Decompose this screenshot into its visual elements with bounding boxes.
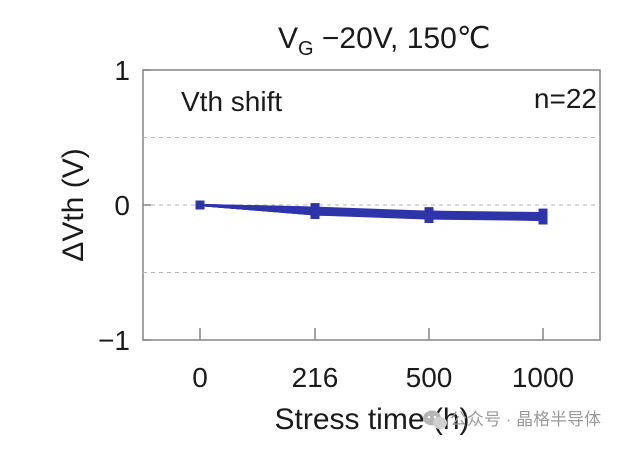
- x-tick-label: 1000: [512, 362, 574, 393]
- marker-layer: [195, 200, 548, 225]
- chart-title-rest: −20V, 150℃: [314, 22, 491, 55]
- watermark-text: 公众号 · 晶格半导体: [450, 410, 601, 429]
- x-tick-label: 500: [406, 362, 453, 393]
- y-tick-label: 0: [114, 190, 130, 221]
- chart-title: VG −20V, 150℃: [278, 22, 490, 60]
- series-line-s22: [199, 203, 544, 221]
- data-point-s22: [424, 211, 434, 221]
- x-tick-labels: 0 216 500 1000: [192, 362, 574, 393]
- annotation-sample-count: n=22: [534, 83, 597, 114]
- data-point-s22: [195, 200, 205, 210]
- data-point-s22: [538, 215, 548, 225]
- series-line-s19: [199, 203, 544, 219]
- chart-title-subscript: G: [298, 38, 314, 60]
- watermark: 公众号 · 晶格半导体: [423, 410, 601, 429]
- data-point-s22: [310, 205, 320, 215]
- y-tick-labels: 1 0 −1: [98, 55, 130, 356]
- y-tick-label: −1: [98, 325, 130, 356]
- series-layer: [199, 203, 544, 221]
- x-tick-label: 216: [292, 362, 339, 393]
- tick-layer: [143, 69, 544, 341]
- chart-title-main: V: [278, 22, 298, 55]
- y-tick-label: 1: [114, 55, 130, 86]
- y-axis-label: ΔVth (V): [57, 148, 90, 261]
- annotation-vth-shift: Vth shift: [181, 86, 282, 117]
- x-tick-label: 0: [192, 362, 208, 393]
- wechat-icon: [423, 410, 447, 429]
